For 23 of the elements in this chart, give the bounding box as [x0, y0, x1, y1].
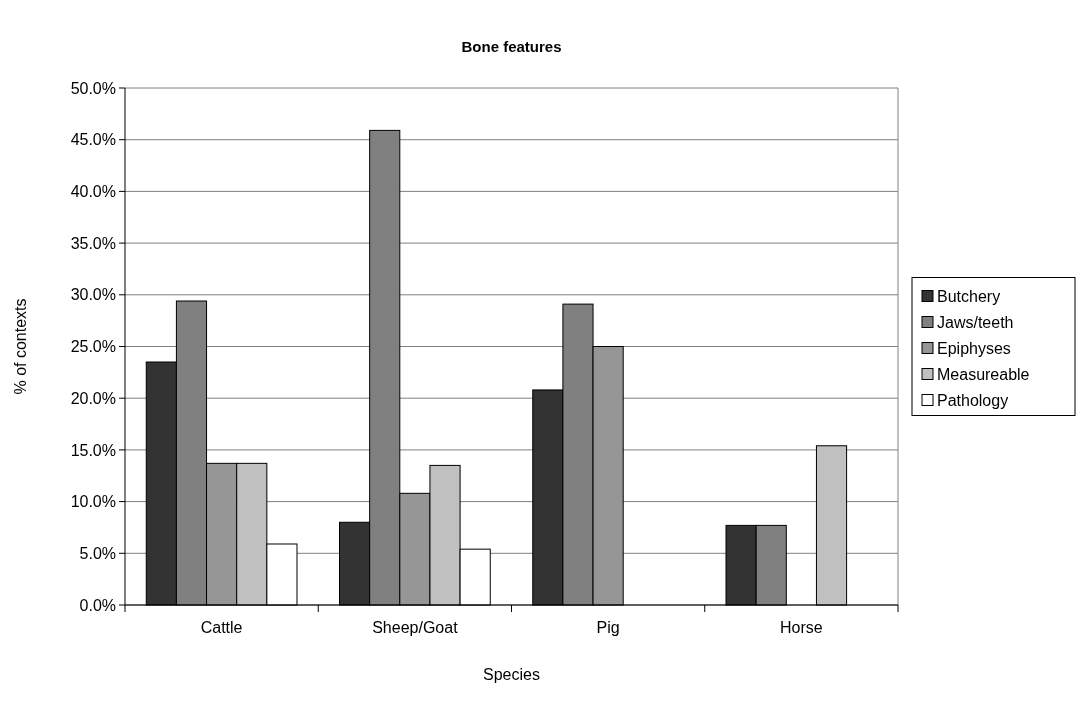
x-tick-label: Pig — [596, 619, 620, 636]
y-tick-label: 10.0% — [70, 493, 116, 511]
legend-label: Butchery — [937, 288, 1001, 306]
legend-label: Jaws/teeth — [937, 314, 1014, 332]
x-tick-label: Cattle — [200, 619, 243, 636]
chart-title: Bone features — [461, 38, 562, 55]
y-tick-label: 30.0% — [70, 286, 116, 304]
y-tick-label: 5.0% — [79, 544, 116, 562]
y-tick-label: 0.0% — [79, 596, 116, 614]
y-tick-label: 15.0% — [70, 441, 116, 459]
legend-label: Pathology — [937, 392, 1009, 410]
legend-label: Measureable — [937, 366, 1030, 384]
y-tick-label: 25.0% — [70, 338, 116, 356]
y-tick-label: 45.0% — [70, 131, 116, 149]
y-tick-label: 50.0% — [70, 79, 116, 97]
y-tick-label: 40.0% — [70, 183, 116, 200]
y-tick-label: 35.0% — [70, 234, 116, 252]
x-tick-label: Sheep/Goat — [372, 619, 459, 636]
legend-label: Epiphyses — [937, 340, 1011, 358]
y-tick-label: 20.0% — [70, 389, 116, 407]
x-tick-label: Horse — [780, 619, 823, 636]
y-axis-title: % of contexts — [12, 298, 29, 395]
x-axis-title: Species — [483, 666, 540, 683]
